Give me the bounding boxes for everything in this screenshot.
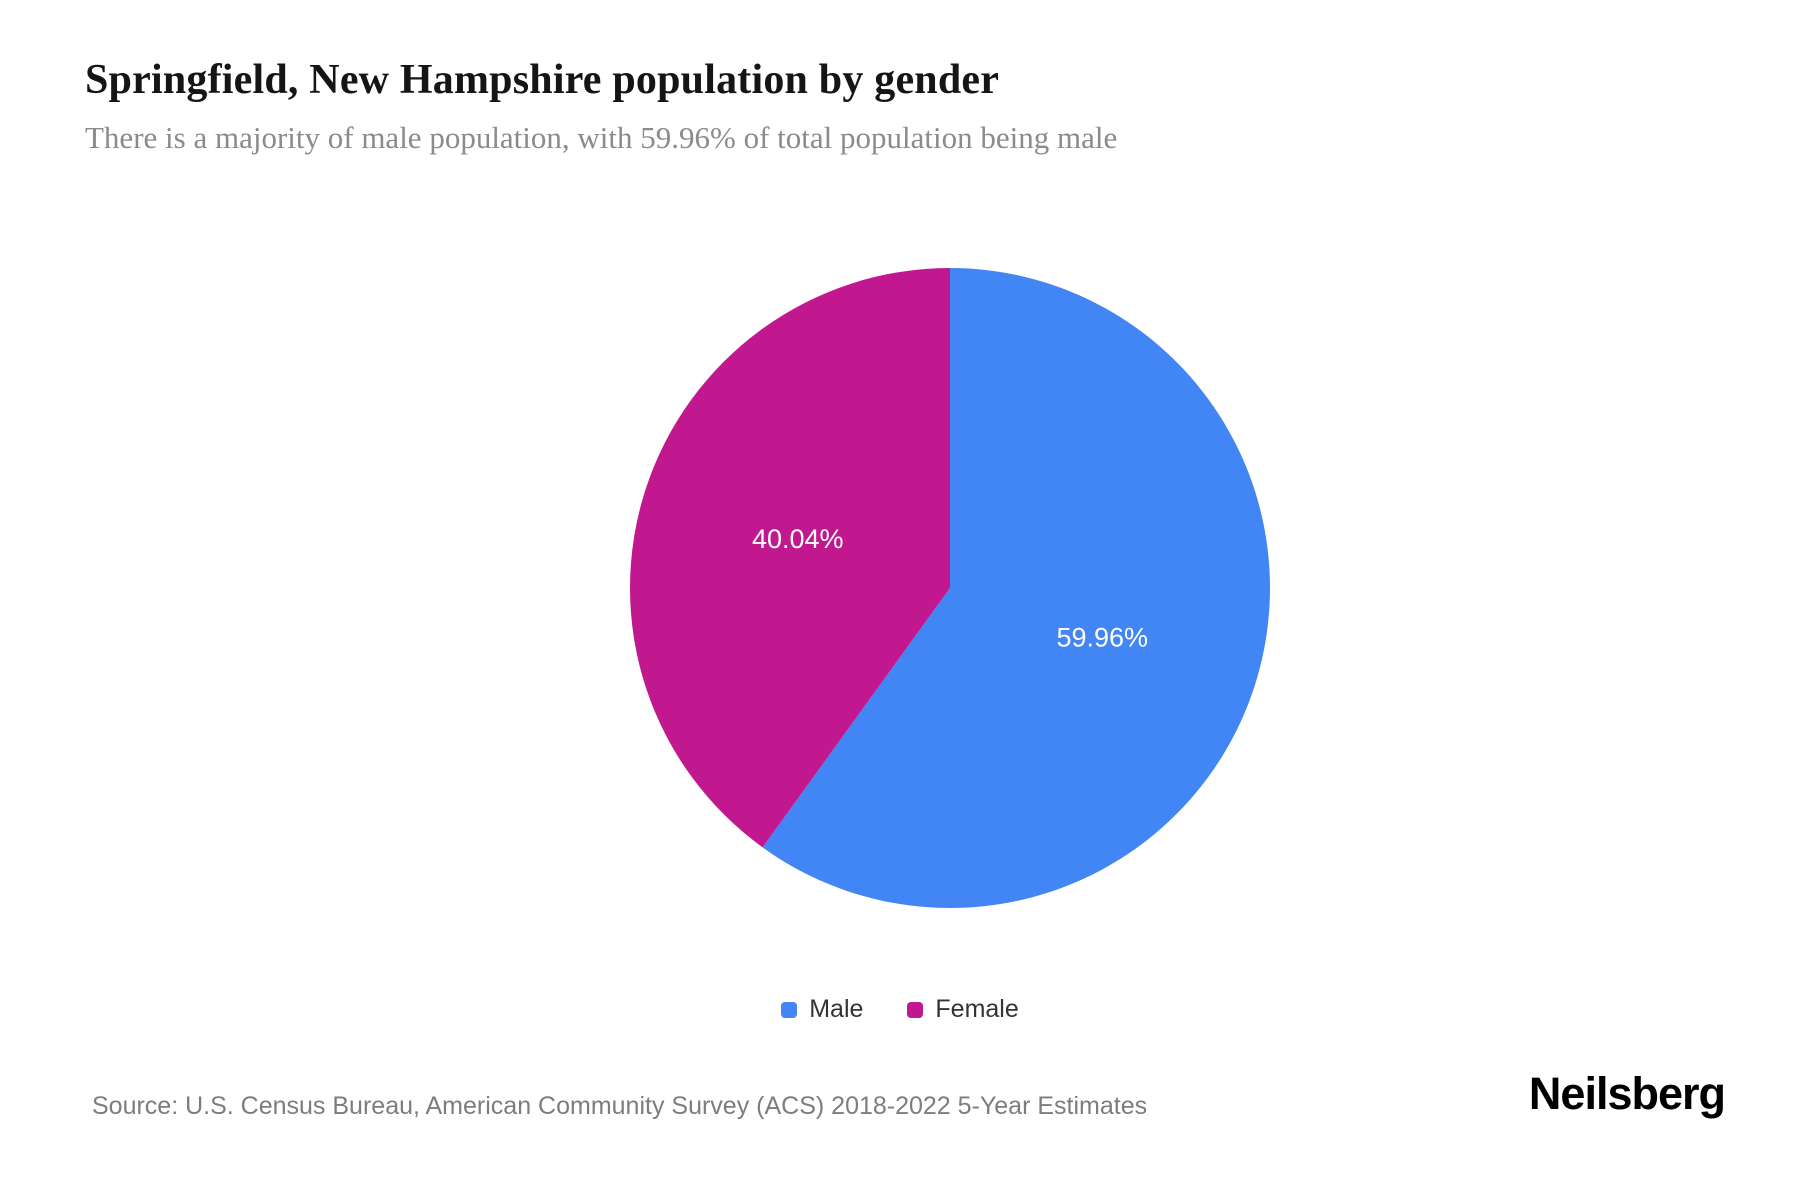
pie-chart: 59.96% 40.04% [610, 248, 1290, 928]
pie-slice-label-female: 40.04% [752, 524, 844, 554]
legend: Male Female [0, 995, 1800, 1024]
legend-swatch-male [781, 1001, 798, 1018]
legend-item-male[interactable]: Male [781, 995, 863, 1024]
legend-item-female[interactable]: Female [907, 995, 1019, 1024]
brand-logo: Neilsberg [1528, 1068, 1726, 1119]
chart-subtitle: There is a majority of male population, … [85, 120, 1118, 155]
pie-slice-male[interactable] [762, 268, 1270, 908]
pie-slice-female[interactable] [629, 268, 950, 848]
pie-chart-svg: 59.96% 40.04% [629, 268, 1270, 908]
page-title: Springfield, New Hampshire population by… [85, 57, 1000, 103]
pie-slice-label-male: 59.96% [1056, 622, 1148, 652]
legend-label-female: Female [935, 995, 1019, 1023]
legend-swatch-female [907, 1001, 924, 1018]
legend-label-male: Male [809, 995, 864, 1023]
source-note: Source: U.S. Census Bureau, American Com… [92, 1092, 1148, 1120]
